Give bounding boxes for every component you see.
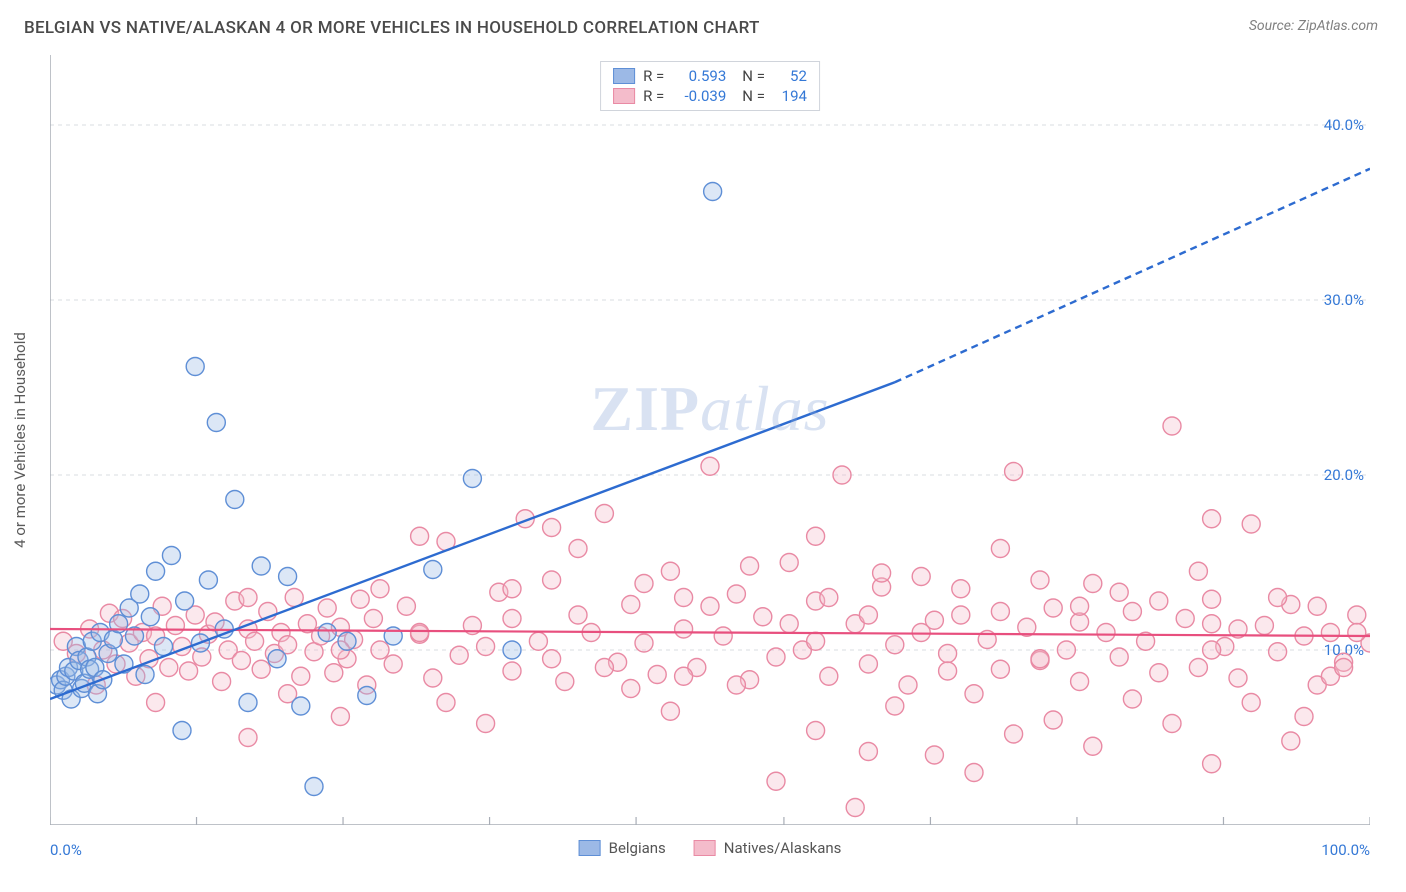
legend-item-belgians: Belgians [579,839,666,857]
scatter-plot: 10.0%20.0%30.0%40.0% [50,55,1370,825]
chart-container: 4 or more Vehicles in Household 10.0%20.… [50,55,1370,825]
stats-row-natives: R = -0.039 N = 194 [613,86,807,106]
swatch-natives [613,88,635,104]
chart-title: BELGIAN VS NATIVE/ALASKAN 4 OR MORE VEHI… [24,18,760,38]
x-axis-max-label: 100.0% [1321,841,1370,859]
x-axis-min-label: 0.0% [50,841,82,859]
swatch-natives-icon [694,840,716,856]
source-attribution: Source: ZipAtlas.com [1249,18,1378,34]
stats-row-belgians: R = 0.593 N = 52 [613,66,807,86]
svg-text:20.0%: 20.0% [1324,466,1364,484]
svg-text:40.0%: 40.0% [1324,116,1364,134]
svg-text:30.0%: 30.0% [1324,291,1364,309]
swatch-belgians-icon [579,840,601,856]
y-axis-label: 4 or more Vehicles in Household [11,332,29,548]
series-legend: Belgians Natives/Alaskans [579,839,842,857]
stats-legend: R = 0.593 N = 52 R = -0.039 N = 194 [600,61,820,111]
legend-item-natives: Natives/Alaskans [694,839,842,857]
swatch-belgians [613,68,635,84]
